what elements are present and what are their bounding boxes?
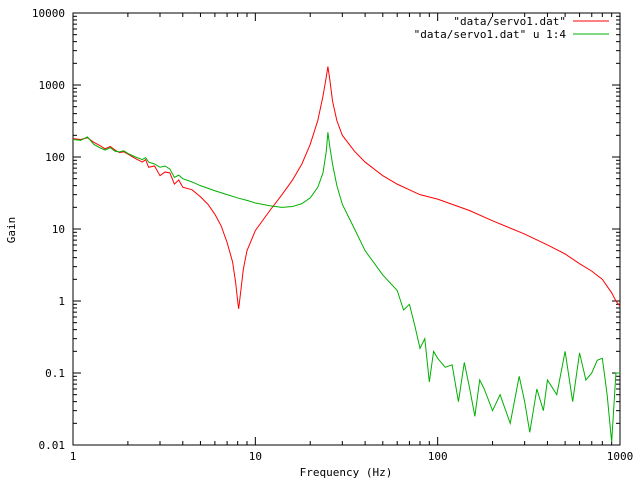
y-tick-label: 10 xyxy=(52,223,65,236)
y-axis-label: Gain xyxy=(5,217,18,244)
axis-tick-labels: 1 10 100 1000 0.01 0.1 1 10 100 1000 10000 xyxy=(32,7,633,463)
legend-label-1: "data/servo1.dat" xyxy=(453,15,566,28)
legend: "data/servo1.dat""data/servo1.dat" u 1:4 xyxy=(414,15,609,41)
x-axis-label: Frequency (Hz) xyxy=(300,466,393,479)
x-tick-label: 1 xyxy=(70,450,77,463)
y-tick-label: 100 xyxy=(45,151,65,164)
x-tick-label: 10 xyxy=(249,450,262,463)
y-tick-label: 0.1 xyxy=(45,367,65,380)
legend-label-2: "data/servo1.dat" u 1:4 xyxy=(414,28,567,41)
series-line-1 xyxy=(72,66,621,309)
axis-ticks xyxy=(72,12,621,446)
series-layer xyxy=(72,66,621,443)
y-tick-label: 1 xyxy=(58,295,65,308)
y-tick-label: 0.01 xyxy=(39,439,66,452)
plot-frame xyxy=(72,12,621,446)
y-tick-label: 10000 xyxy=(32,7,65,20)
series-line-2 xyxy=(72,132,620,443)
y-tick-label: 1000 xyxy=(39,79,66,92)
x-tick-label: 100 xyxy=(428,450,448,463)
x-tick-label: 1000 xyxy=(607,450,634,463)
